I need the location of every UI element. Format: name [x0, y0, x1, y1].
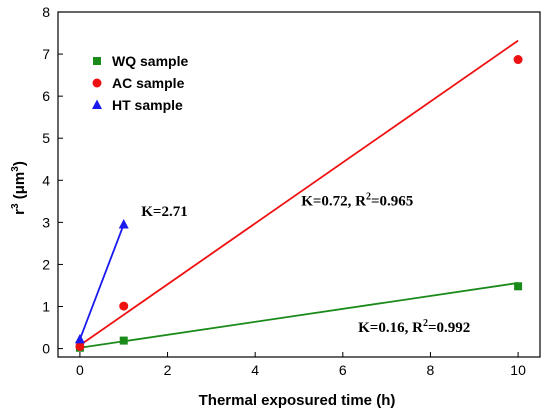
x-tick-label: 8 [427, 362, 435, 378]
y-tick-label: 7 [42, 46, 50, 62]
y-tick-label: 0 [42, 341, 50, 357]
y-axis-title: r3 (μm3) [10, 161, 28, 215]
plot-border [57, 11, 541, 358]
data-point [514, 282, 523, 291]
fit-line [79, 39, 519, 346]
data-point [92, 99, 102, 109]
data-point [93, 57, 101, 65]
y-tick-label: 2 [42, 256, 50, 272]
y-tick-label: 5 [42, 130, 50, 146]
y-axis-title-unit-close: ) [11, 161, 28, 166]
legend-label: HT sample [112, 97, 183, 113]
data-point [118, 218, 129, 229]
data-point [75, 341, 85, 351]
y-axis-title-unit: (μm [11, 172, 28, 204]
data-markers [74, 55, 523, 352]
legend-label: AC sample [112, 75, 185, 91]
x-tick-label: 2 [164, 362, 172, 378]
fit-lines [79, 39, 519, 349]
x-tick-label: 10 [510, 362, 526, 378]
y-tick-label: 4 [42, 172, 50, 188]
y-axis-title-unit-sup: 3 [10, 166, 21, 172]
y-tick-label: 3 [42, 214, 50, 230]
y-axis-title-main: r [11, 209, 28, 215]
data-point [119, 301, 129, 311]
x-tick-label: 0 [76, 362, 84, 378]
legend-label: WQ sample [112, 53, 188, 69]
x-tick-label: 6 [339, 362, 347, 378]
annotation-wq: K=0.16, R2=0.992 [358, 318, 470, 336]
x-axis-title: Thermal exposured time (h) [199, 392, 396, 409]
axis-ticks: 0 2 4 6 8 10 0 1 2 3 4 5 6 7 8 [42, 4, 526, 378]
legend: WQ sample AC sample HT sample [92, 53, 188, 113]
y-tick-label: 1 [42, 299, 50, 315]
x-tick-label: 4 [251, 362, 259, 378]
plot-frame [57, 11, 541, 358]
fit-line [79, 224, 125, 340]
data-point [513, 55, 523, 65]
data-point [74, 333, 85, 344]
y-axis-title-sup: 3 [10, 203, 21, 209]
fit-line [79, 282, 519, 349]
annotation-ac: K=0.72, R2=0.965 [301, 192, 413, 210]
annotations: K=2.71 K=0.72, R2=0.965 K=0.16, R2=0.992 [141, 192, 470, 337]
y-tick-label: 6 [42, 88, 50, 104]
data-point [119, 336, 128, 345]
data-point [92, 78, 102, 88]
y-tick-label: 8 [42, 4, 50, 20]
annotation-ht: K=2.71 [141, 204, 187, 220]
